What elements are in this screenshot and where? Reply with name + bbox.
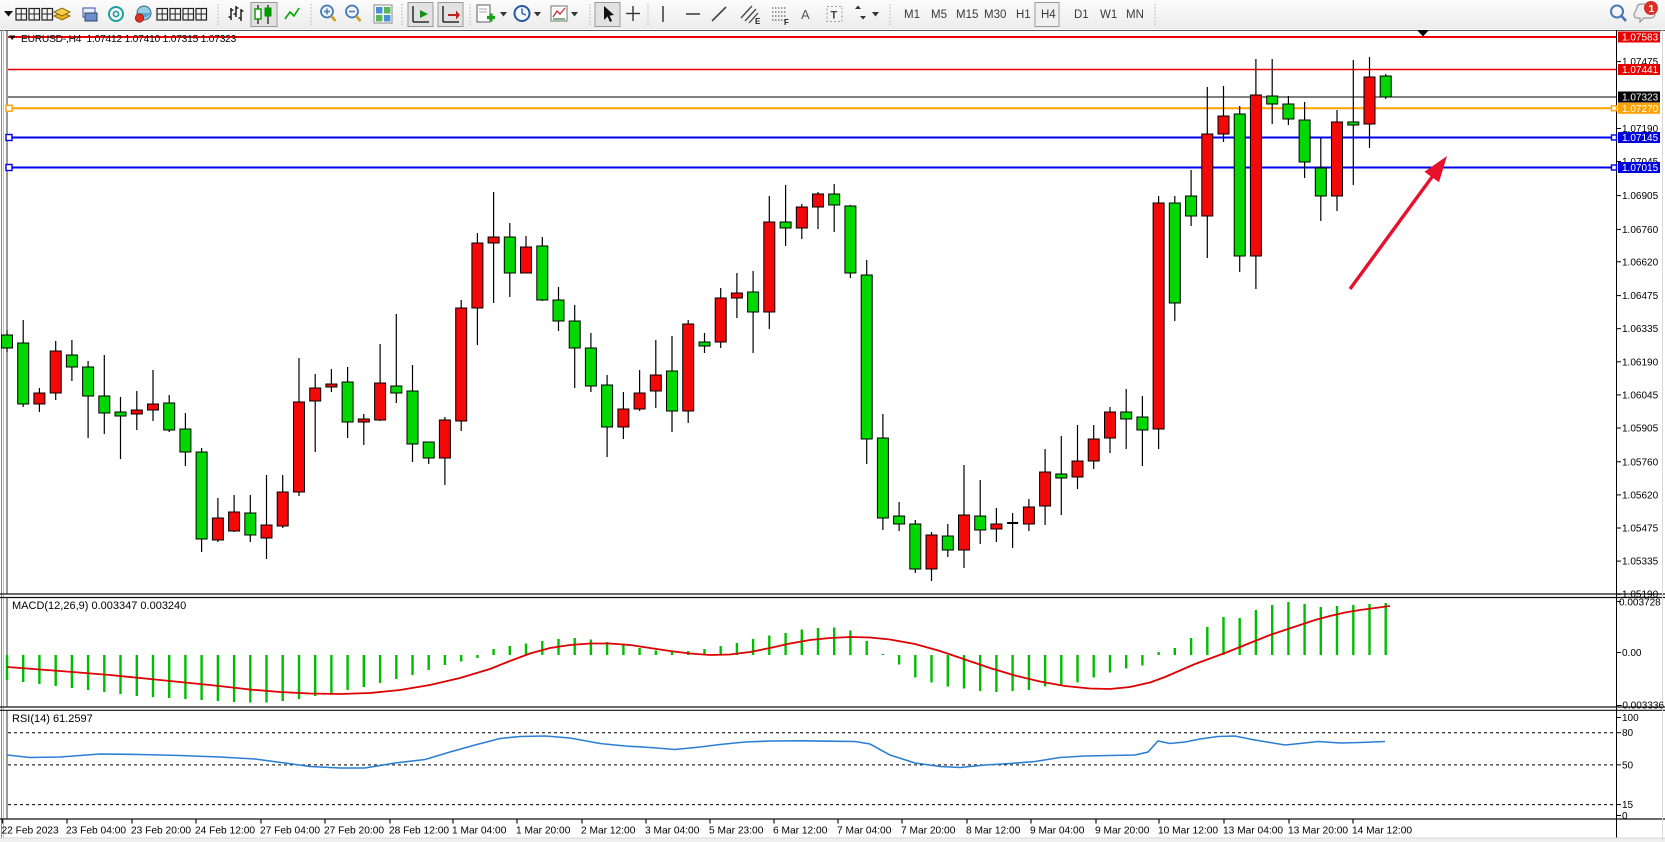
- svg-text:T: T: [831, 10, 838, 22]
- svg-text:23 Feb 20:00: 23 Feb 20:00: [131, 826, 191, 837]
- svg-text:1.05335: 1.05335: [1622, 557, 1659, 568]
- svg-text:W1: W1: [1100, 9, 1117, 21]
- svg-text:28 Feb 12:00: 28 Feb 12:00: [389, 826, 449, 837]
- svg-text:0: 0: [1622, 811, 1628, 822]
- svg-text:1.07145: 1.07145: [1622, 133, 1659, 144]
- svg-text:0.00: 0.00: [1622, 648, 1642, 659]
- svg-text:1.06045: 1.06045: [1622, 390, 1659, 401]
- svg-text:9 Mar 20:00: 9 Mar 20:00: [1095, 826, 1150, 837]
- svg-text:MN: MN: [1126, 9, 1144, 21]
- svg-text:13 Mar 04:00: 13 Mar 04:00: [1223, 826, 1283, 837]
- svg-text:1.06335: 1.06335: [1622, 324, 1659, 335]
- svg-text:RSI(14) 61.2597: RSI(14) 61.2597: [12, 713, 93, 725]
- svg-text:1.07441: 1.07441: [1622, 65, 1659, 76]
- svg-text:1.06905: 1.06905: [1622, 191, 1659, 202]
- svg-text:24 Feb 12:00: 24 Feb 12:00: [195, 826, 255, 837]
- svg-text:1.05475: 1.05475: [1622, 524, 1659, 535]
- svg-text:1.06620: 1.06620: [1622, 257, 1659, 268]
- svg-text:7 Mar 20:00: 7 Mar 20:00: [901, 826, 956, 837]
- svg-text:1.06475: 1.06475: [1622, 291, 1659, 302]
- svg-text:MACD(12,26,9) 0.003347 0.00324: MACD(12,26,9) 0.003347 0.003240: [12, 600, 186, 612]
- svg-text:1 Mar 04:00: 1 Mar 04:00: [452, 826, 507, 837]
- svg-text:E: E: [755, 17, 761, 26]
- svg-text:5 Mar 23:00: 5 Mar 23:00: [709, 826, 764, 837]
- svg-text:13 Mar 20:00: 13 Mar 20:00: [1288, 826, 1348, 837]
- svg-text:1.07475: 1.07475: [1622, 57, 1659, 68]
- svg-text:1.05620: 1.05620: [1622, 490, 1659, 501]
- svg-text:3 Mar 04:00: 3 Mar 04:00: [645, 826, 700, 837]
- svg-text:1.07583: 1.07583: [1622, 33, 1659, 44]
- svg-text:1.05190: 1.05190: [1622, 590, 1659, 601]
- svg-text:2 Mar 12:00: 2 Mar 12:00: [581, 826, 636, 837]
- svg-text:1.07015: 1.07015: [1622, 163, 1659, 174]
- svg-text:M30: M30: [984, 9, 1006, 21]
- svg-text:0.003728: 0.003728: [1619, 598, 1661, 609]
- svg-text:1.05905: 1.05905: [1622, 424, 1659, 435]
- svg-text:-0.003336: -0.003336: [1619, 701, 1664, 712]
- svg-text:M15: M15: [956, 9, 978, 21]
- svg-text:50: 50: [1622, 760, 1634, 771]
- svg-text:22 Feb 2023: 22 Feb 2023: [2, 826, 60, 837]
- svg-text:D1: D1: [1074, 9, 1089, 21]
- svg-text:100: 100: [1622, 713, 1639, 724]
- svg-text:M1: M1: [904, 9, 920, 21]
- svg-text:1.07323: 1.07323: [1622, 93, 1659, 104]
- svg-text:27 Feb 04:00: 27 Feb 04:00: [260, 826, 320, 837]
- svg-text:10 Mar 12:00: 10 Mar 12:00: [1158, 826, 1218, 837]
- svg-text:H4: H4: [1041, 9, 1056, 21]
- svg-text:1.06190: 1.06190: [1622, 357, 1659, 368]
- svg-text:23 Feb 04:00: 23 Feb 04:00: [66, 826, 126, 837]
- svg-text:H1: H1: [1016, 9, 1031, 21]
- svg-text:7 Mar 04:00: 7 Mar 04:00: [837, 826, 892, 837]
- svg-text:EURUSD-,H4 1.07412 1.07410 1.: EURUSD-,H4 1.07412 1.07410 1.07315 1.073…: [21, 34, 237, 45]
- svg-text:1.06760: 1.06760: [1622, 225, 1659, 236]
- svg-text:15: 15: [1622, 800, 1634, 811]
- svg-text:6 Mar 12:00: 6 Mar 12:00: [773, 826, 828, 837]
- svg-text:9 Mar 04:00: 9 Mar 04:00: [1030, 826, 1085, 837]
- svg-text:A: A: [801, 7, 810, 22]
- svg-text:F: F: [784, 18, 789, 27]
- svg-text:80: 80: [1622, 728, 1634, 739]
- svg-text:8 Mar 12:00: 8 Mar 12:00: [966, 826, 1021, 837]
- svg-text:1.07190: 1.07190: [1622, 124, 1659, 135]
- svg-text:14 Mar 12:00: 14 Mar 12:00: [1352, 826, 1412, 837]
- svg-text:27 Feb 20:00: 27 Feb 20:00: [324, 826, 384, 837]
- svg-text:M5: M5: [931, 9, 947, 21]
- svg-text:1.07270: 1.07270: [1622, 104, 1659, 115]
- svg-text:1 Mar 20:00: 1 Mar 20:00: [516, 826, 571, 837]
- svg-text:1.05760: 1.05760: [1622, 457, 1659, 468]
- svg-text:1: 1: [1649, 3, 1655, 15]
